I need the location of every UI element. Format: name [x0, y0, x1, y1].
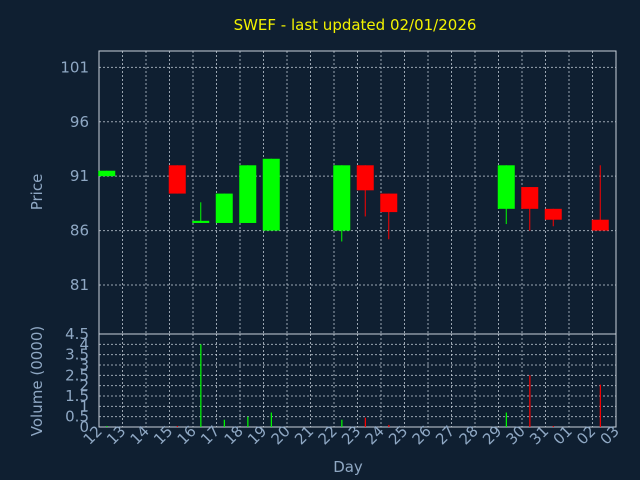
price-panel: 81 86 91 96 101	[60, 50, 617, 335]
volume-tick-label: 4	[79, 335, 89, 353]
price-axis-label: Price	[28, 174, 46, 211]
volume-bar	[270, 412, 272, 427]
volume-bar	[388, 424, 390, 427]
volume-tick-label: 0	[79, 418, 89, 436]
x-axis-label: Day	[333, 458, 363, 476]
volume-tick-label: 2	[79, 377, 89, 395]
price-tick-label: 86	[70, 222, 89, 240]
candle-body	[333, 165, 351, 231]
candle-body	[215, 193, 233, 223]
volume-tick-label: 0.5	[65, 408, 89, 426]
volume-bar	[247, 416, 249, 427]
candle-body	[356, 165, 374, 191]
candle-body	[98, 170, 116, 177]
volume-bar	[599, 384, 601, 427]
volume-tick-label: 3.5	[65, 346, 89, 364]
price-tick-label: 81	[70, 276, 89, 294]
volume-bar	[529, 375, 531, 427]
volume-bar	[106, 425, 108, 427]
volume-tick-label: 3	[79, 356, 89, 374]
volume-bar	[176, 425, 178, 427]
candle-body	[192, 220, 210, 223]
volume-tick-label: 1.5	[65, 387, 89, 405]
candle-body	[497, 165, 515, 209]
price-tick-label: 101	[60, 58, 89, 76]
volume-tick-label: 2.5	[65, 366, 89, 384]
volume-tick-label: 1	[79, 397, 89, 415]
volume-bar	[341, 419, 343, 427]
volume-axis-label: Volume (0000)	[28, 326, 46, 436]
volume-bar	[200, 344, 202, 427]
x-axis: 1213141516171819202122232425262728293031…	[80, 422, 623, 448]
price-tick-label: 91	[70, 167, 89, 185]
candle-body	[380, 193, 398, 213]
candle-body	[544, 208, 562, 220]
price-tick-label: 96	[70, 113, 89, 131]
volume-tick-label: 4.5	[65, 325, 89, 343]
candle-body	[168, 165, 186, 194]
candle-body	[262, 158, 280, 231]
volume-bar	[505, 412, 507, 427]
candle-body	[521, 187, 539, 209]
chart-title: SWEF - last updated 02/01/2026	[234, 16, 477, 34]
volume-bar	[223, 419, 225, 427]
candle-body	[591, 219, 609, 231]
volume-bar	[364, 417, 366, 427]
volume-panel: 00.511.522.533.544.5	[65, 325, 617, 436]
volume-bar	[552, 425, 554, 427]
candle-body	[239, 165, 257, 223]
